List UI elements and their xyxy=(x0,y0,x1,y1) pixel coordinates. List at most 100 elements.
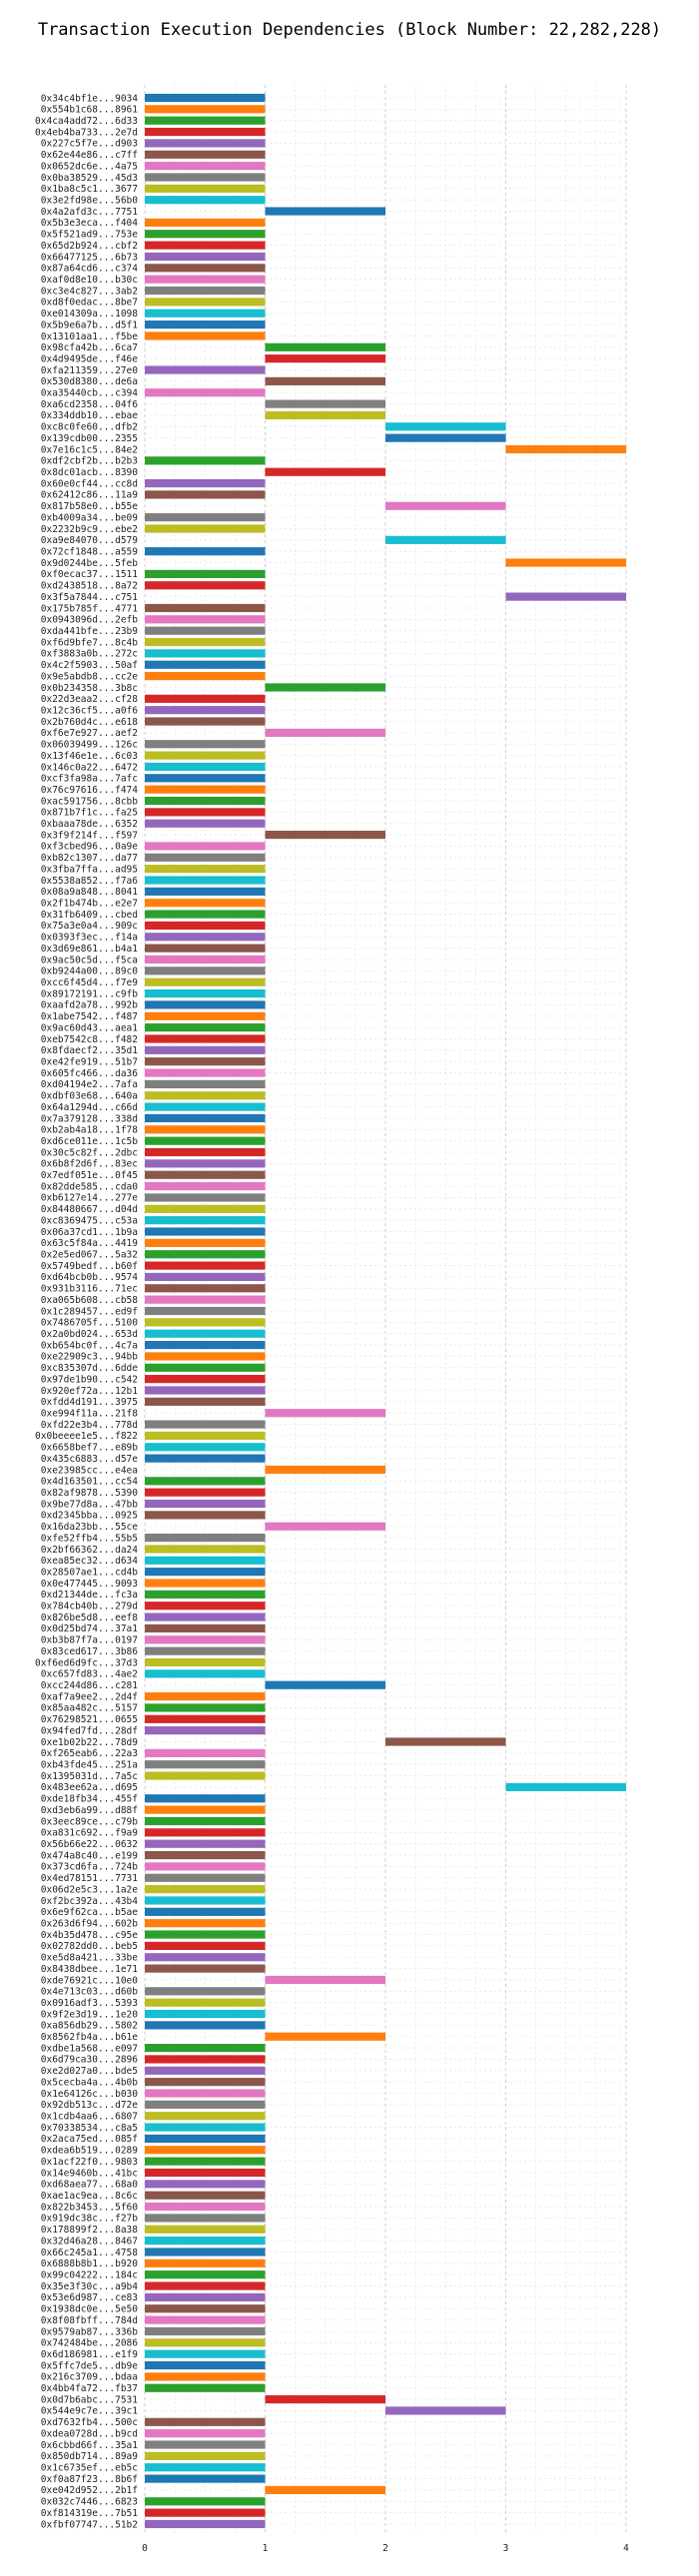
y-tick-label: 0xd7632fb4...500c xyxy=(41,2417,138,2428)
y-tick-label: 0x5b9e6a7b...d5f1 xyxy=(41,320,139,330)
y-tick-label: 0x7e16c1c5...84e2 xyxy=(41,444,138,455)
bar xyxy=(145,1919,266,1928)
bar xyxy=(145,1477,266,1486)
bar xyxy=(145,116,266,125)
y-tick-label: 0x8438dbee...1e71 xyxy=(41,1964,139,1975)
bar xyxy=(145,1431,266,1440)
bar xyxy=(145,2134,266,2144)
y-tick-label: 0x7486705f...5100 xyxy=(41,1318,139,1329)
y-tick-label: 0xea85ec32...d634 xyxy=(41,1556,139,1567)
y-tick-label: 0x2bf66362...da24 xyxy=(41,1545,139,1556)
y-tick-label: 0x85aa482c...5157 xyxy=(41,1703,138,1714)
y-tick-label: 0x1c289457...ed9f xyxy=(41,1306,138,1317)
y-tick-label: 0x1e64126c...b030 xyxy=(41,2089,139,2100)
y-tick-label: 0x1938dc0e...5e50 xyxy=(41,2304,139,2315)
bar xyxy=(265,1409,385,1418)
bar xyxy=(265,2395,385,2404)
y-tick-label: 0x35e3f30c...a9b4 xyxy=(41,2281,139,2292)
y-tick-label: 0xcc6f45d4...f7e9 xyxy=(41,977,139,988)
bar xyxy=(145,569,266,579)
bar xyxy=(145,1113,266,1123)
y-tick-label: 0xcf3fa98a...7afc xyxy=(41,774,138,785)
y-tick-label: 0x4b35d478...c95e xyxy=(41,1930,139,1941)
bar xyxy=(145,298,266,307)
y-tick-label: 0x2232b9c9...ebe2 xyxy=(41,524,138,535)
y-tick-label: 0x146c0a22...6472 xyxy=(41,762,138,773)
y-tick-label: 0xf0a87f23...8b6f xyxy=(41,2474,138,2485)
y-tick-label: 0x62412c86...11a9 xyxy=(41,490,139,501)
bar xyxy=(145,2281,266,2290)
bar xyxy=(145,2508,266,2517)
bar xyxy=(145,1511,266,1520)
y-tick-label: 0x16da23bb...55ce xyxy=(41,1522,139,1533)
bar xyxy=(145,1590,266,1599)
bar xyxy=(145,899,266,908)
y-tick-label: 0x53e6d987...ce83 xyxy=(41,2292,138,2303)
y-tick-label: 0x31fb6409...cbed xyxy=(41,910,138,921)
bar xyxy=(145,1363,266,1372)
bar xyxy=(145,1726,266,1735)
y-tick-label: 0x4e713c03...d60b xyxy=(41,1987,139,1998)
y-tick-label: 0x63c5f84a...4419 xyxy=(41,1238,139,1249)
bar xyxy=(145,1794,266,1803)
bar xyxy=(145,2326,266,2336)
y-tick-label: 0x3f5a7844...c751 xyxy=(41,592,139,603)
y-tick-label: 0x784cb40b...279d xyxy=(41,1602,138,1612)
bar xyxy=(145,1602,266,1610)
y-tick-label: 0x06a37cd1...1b9a xyxy=(41,1227,138,1238)
y-tick-label: 0x0b234358...3b8c xyxy=(41,683,138,694)
bar xyxy=(145,513,266,522)
x-tick-label: 1 xyxy=(263,2543,269,2554)
bar xyxy=(145,1182,266,1191)
y-tick-label: 0x84480667...d04d xyxy=(41,1204,138,1215)
bar xyxy=(145,2372,266,2381)
bar xyxy=(145,785,266,794)
bar xyxy=(145,2497,266,2506)
y-tick-label: 0x227c5f7e...d903 xyxy=(41,139,138,150)
y-tick-label: 0x5749bedf...b60f xyxy=(41,1261,138,1272)
y-tick-label: 0x826be5d8...eef8 xyxy=(41,1612,139,1623)
bar xyxy=(145,1397,266,1406)
bar xyxy=(145,2474,266,2483)
y-tick-label: 0x9579ab87...336b xyxy=(41,2326,139,2337)
y-tick-label: 0x7edf051e...0f45 xyxy=(41,1170,138,1181)
y-tick-label: 0xf6d9bfe7...8c4b xyxy=(41,637,139,648)
y-tick-labels: 0x34c4bf1e...90340x554b1c68...89610x4ca4… xyxy=(35,93,138,2530)
bar xyxy=(145,1057,266,1066)
y-tick-label: 0xd21344de...fc3a xyxy=(41,1590,138,1601)
bar xyxy=(145,1771,266,1780)
bar xyxy=(145,977,266,986)
y-tick-label: 0xf3cbed96...0a9e xyxy=(41,842,139,853)
y-tick-label: 0x544e9c7e...39c1 xyxy=(41,2406,139,2417)
bar xyxy=(265,830,385,840)
y-tick-label: 0xf6ed6d9fc...37d3 xyxy=(35,1657,138,1668)
y-tick-label: 0xfe52ffb4...55b5 xyxy=(41,1533,138,1544)
bar xyxy=(265,467,385,476)
bar xyxy=(145,1998,266,2007)
bar xyxy=(145,2146,266,2155)
bar xyxy=(145,127,266,137)
y-tick-label: 0x817b58e0...b55e xyxy=(41,501,139,512)
bar xyxy=(145,762,266,772)
bar xyxy=(145,751,266,760)
bar xyxy=(145,2214,266,2223)
y-tick-label: 0xaf7a9ee2...2d4f xyxy=(41,1691,138,1702)
bar xyxy=(385,535,506,544)
y-tick-label: 0x474a8c40...e199 xyxy=(41,1850,139,1861)
bar xyxy=(265,342,385,351)
bar xyxy=(145,321,266,329)
y-tick-label: 0xe5d8a421...33be xyxy=(41,1953,139,1964)
y-tick-label: 0x66477125...6b73 xyxy=(41,252,138,263)
bar xyxy=(145,1295,266,1304)
y-tick-label: 0x76c97616...f474 xyxy=(41,785,139,796)
bar xyxy=(145,2315,266,2324)
y-tick-label: 0x9d0244be...5feb xyxy=(41,558,139,569)
bar-series xyxy=(145,93,626,2529)
x-tick-label: 4 xyxy=(623,2543,629,2554)
y-tick-label: 0x3fba7ffa...ad95 xyxy=(41,864,138,875)
bar xyxy=(145,1748,266,1757)
bar xyxy=(145,1272,266,1282)
bar xyxy=(145,1828,266,1837)
bar xyxy=(145,796,266,806)
bar xyxy=(145,1987,266,1996)
